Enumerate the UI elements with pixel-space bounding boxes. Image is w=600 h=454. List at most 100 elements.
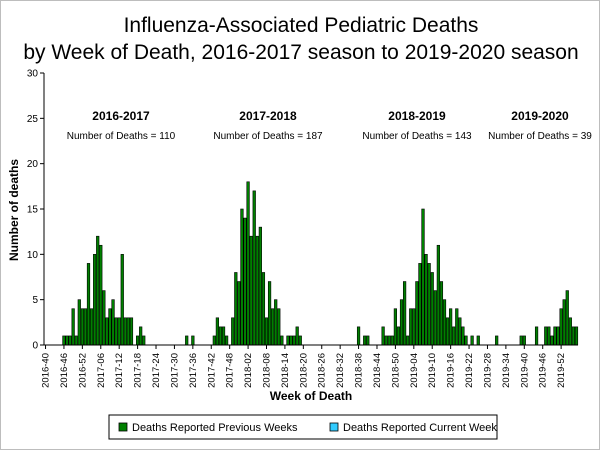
bar-previous-weeks [571, 326, 576, 346]
y-tick-label: 20 [27, 159, 39, 170]
chart-title-line1: Influenza-Associated Pediatric Deaths [124, 14, 479, 37]
y-tick-label: 25 [27, 114, 39, 125]
bar-previous-weeks [102, 290, 106, 346]
x-tick-label: 2019-04 [409, 353, 420, 388]
bar-previous-weeks [436, 244, 440, 346]
bar-previous-weeks [243, 217, 247, 346]
x-tick-label: 2017-36 [188, 353, 199, 388]
bar-previous-weeks [470, 335, 474, 346]
bar-previous-weeks [99, 244, 103, 346]
bar-previous-weeks [218, 326, 223, 346]
bar-previous-weeks [559, 308, 563, 346]
bar-previous-weeks [246, 181, 250, 346]
bar-previous-weeks [212, 335, 216, 346]
x-tick-label: 2018-50 [390, 353, 401, 388]
x-tick-label: 2017-12 [114, 353, 125, 388]
bar-previous-weeks [553, 326, 557, 346]
bar-previous-weeks [461, 326, 465, 346]
x-tick-label: 2018-44 [372, 353, 383, 388]
bar-previous-weeks [384, 335, 388, 346]
legend-swatch-current-week [329, 422, 339, 432]
bar-previous-weeks [366, 335, 370, 346]
bar-previous-weeks [240, 208, 244, 346]
x-tick-label: 2019-16 [446, 353, 457, 388]
bar-previous-weeks [249, 235, 253, 346]
bar-previous-weeks [96, 235, 100, 346]
x-tick-label: 2016-40 [41, 353, 52, 388]
bar-previous-weeks [565, 290, 569, 346]
bar-previous-weeks [562, 299, 566, 346]
bar-previous-weeks [135, 335, 140, 346]
season-label-2019-2020: 2019-2020 [511, 109, 569, 123]
x-tick-label: 2017-30 [169, 353, 180, 388]
x-tick-label: 2018-32 [335, 353, 346, 388]
bar-previous-weeks [126, 317, 131, 346]
bar-previous-weeks [424, 254, 428, 346]
bar-previous-weeks [274, 299, 278, 346]
x-tick-label: 2018-08 [262, 353, 273, 388]
bar-previous-weeks [519, 335, 523, 346]
bar-previous-weeks [295, 326, 299, 346]
bar-previous-weeks [568, 317, 572, 346]
bar-previous-weeks [381, 326, 385, 346]
bar-previous-weeks [71, 308, 75, 346]
season-labels: 2016-2017 Number of Deaths = 110 2017-20… [67, 109, 593, 142]
bar-previous-weeks [258, 226, 262, 346]
bar-previous-weeks [120, 254, 124, 346]
y-tick-label: 5 [32, 295, 38, 306]
x-tick-label: 2016-46 [59, 353, 70, 388]
bar-previous-weeks [406, 335, 410, 346]
x-tick-label: 2017-48 [225, 353, 236, 388]
y-tick-label: 0 [32, 341, 38, 352]
bar-previous-weeks [464, 335, 468, 346]
bar-previous-weeks [234, 272, 238, 346]
season-deaths-2016-2017: Number of Deaths = 110 [67, 131, 176, 142]
bar-previous-weeks [387, 335, 391, 346]
season-deaths-2017-2018: Number of Deaths = 187 [213, 131, 323, 142]
bar-previous-weeks [123, 317, 127, 346]
bar-previous-weeks [267, 281, 272, 346]
bars [62, 181, 579, 346]
bar-previous-weeks [289, 335, 293, 346]
x-tick-label: 2018-14 [280, 353, 291, 388]
bar-previous-weeks [271, 308, 275, 346]
bar-previous-weeks [534, 326, 539, 346]
bar-previous-weeks [191, 335, 195, 346]
x-tick-label: 2019-52 [556, 353, 567, 388]
bar-previous-weeks [264, 317, 269, 346]
bar-previous-weeks [458, 317, 462, 346]
bar-previous-weeks [89, 308, 94, 346]
x-tick-label: 2019-40 [519, 353, 530, 388]
x-tick-label: 2017-18 [133, 353, 144, 388]
x-tick-label: 2019-22 [464, 353, 475, 388]
bar-previous-weeks [455, 308, 459, 346]
legend-label-previous-weeks: Deaths Reported Previous Weeks [132, 422, 298, 434]
y-axis-label: Number of deaths [7, 159, 21, 261]
bar-previous-weeks [114, 317, 118, 346]
bar-previous-weeks [74, 335, 78, 346]
season-label-2017-2018: 2017-2018 [239, 109, 297, 123]
bar-previous-weeks [62, 335, 66, 346]
bar-previous-weeks [221, 326, 226, 346]
y-tick-label: 10 [27, 250, 39, 261]
bar-previous-weeks [452, 326, 456, 346]
bar-previous-weeks [399, 299, 404, 346]
bar-previous-weeks [412, 308, 416, 346]
legend: Deaths Reported Previous Weeks Deaths Re… [108, 414, 498, 440]
bar-previous-weeks [418, 263, 422, 346]
bar-previous-weeks [495, 335, 499, 346]
bar-previous-weeks [255, 235, 259, 346]
bar-previous-weeks [415, 281, 419, 346]
bar-previous-weeks [433, 290, 437, 346]
x-tick-label: 2017-06 [96, 353, 107, 388]
bar-previous-weeks [430, 272, 434, 346]
x-tick-label: 2016-52 [77, 353, 88, 388]
x-tick-label: 2017-42 [206, 353, 217, 388]
legend-label-current-week: Deaths Reported Current Week [343, 422, 497, 434]
bar-previous-weeks [93, 254, 97, 346]
bar-previous-weeks [224, 335, 229, 346]
bar-previous-weeks [402, 281, 407, 346]
bar-previous-weeks [86, 263, 91, 346]
bar-previous-weeks [550, 335, 554, 346]
